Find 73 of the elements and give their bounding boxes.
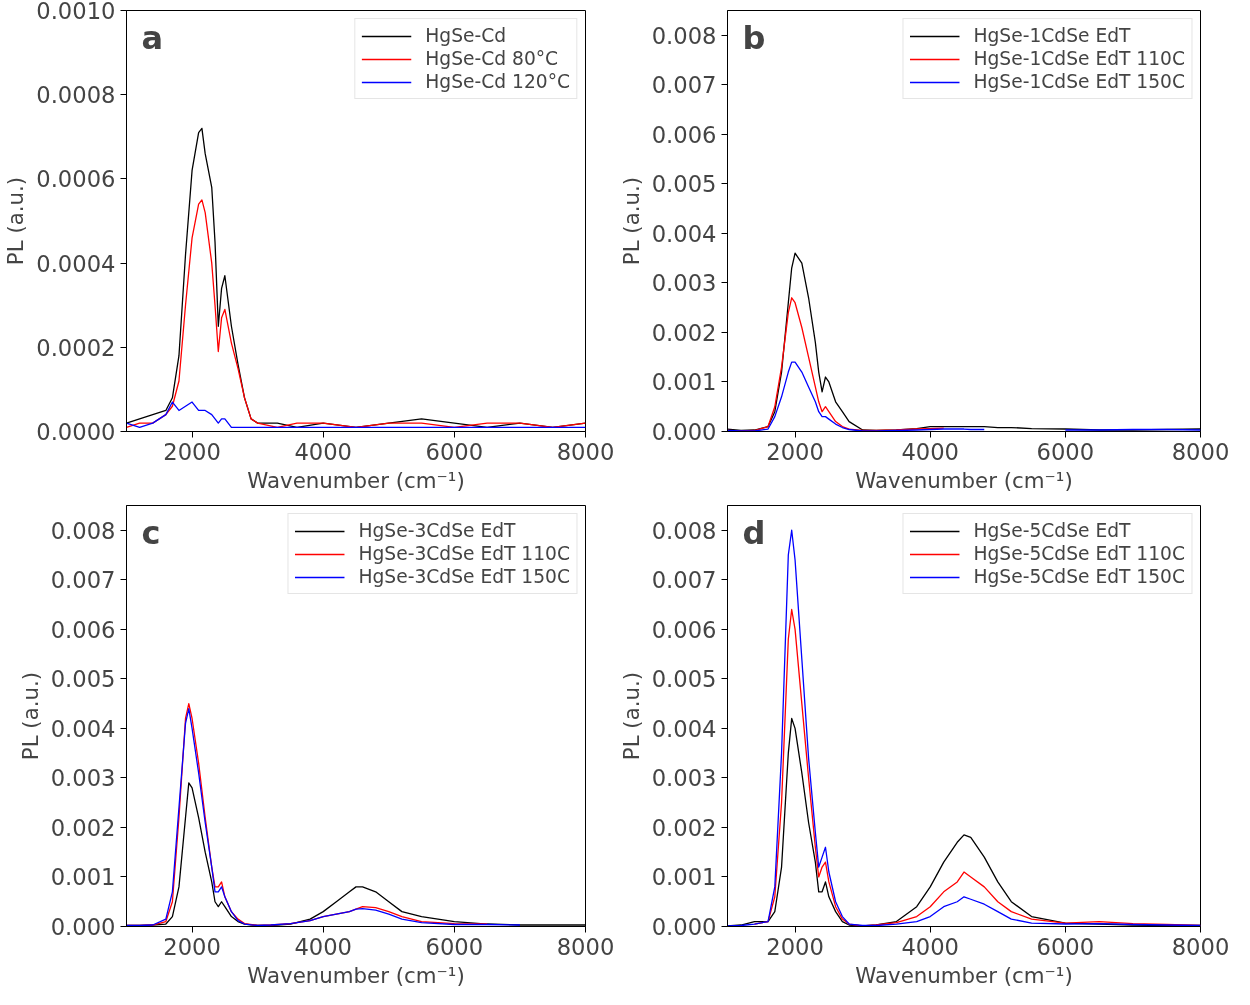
x-tick-label: 8000 [1171,933,1230,960]
legend-label: HgSe-5CdSe EdT [973,520,1131,541]
y-axis-title: PL (a.u.) [17,671,43,761]
legend-label: HgSe-3CdSe EdT 110C [358,543,570,564]
y-tick-label: 0.003 [50,765,116,792]
x-axis-title: Wavenumber (cm⁻¹) [855,467,1073,493]
x-tick-label: 4000 [294,933,353,960]
legend-label: HgSe-5CdSe EdT 110C [973,543,1185,564]
legend-label: HgSe-3CdSe EdT [358,520,516,541]
y-tick-label: 0.004 [651,220,717,247]
x-tick-label: 8000 [1171,438,1230,465]
y-tick-label: 0.006 [651,121,717,148]
x-tick-label: 6000 [1036,438,1095,465]
y-tick-label: 0.005 [651,171,717,198]
y-tick-label: 0.005 [50,666,116,693]
legend-label: HgSe-3CdSe EdT 150C [358,566,570,587]
y-tick-label: 0.0010 [36,0,116,24]
annotation: a [141,18,164,57]
y-tick-label: 0.0000 [36,419,116,445]
x-tick-label: 2000 [766,438,824,465]
x-tick-label: 6000 [1036,933,1095,960]
x-tick-label: 8000 [556,438,615,465]
y-tick-label: 0.008 [651,517,717,544]
y-axis-title: PL (a.u.) [3,176,29,266]
y-tick-label: 0.001 [651,864,717,891]
y-tick-label: 0.007 [651,72,717,99]
y-tick-label: 0.007 [651,567,717,594]
y-tick-label: 0.004 [651,715,717,742]
y-tick-label: 0.008 [50,517,116,544]
y-tick-label: 0.002 [651,814,717,841]
legend-label: HgSe-5CdSe EdT 150C [973,566,1185,587]
x-tick-label: 4000 [901,933,960,960]
x-tick-label: 6000 [425,933,484,960]
y-tick-label: 0.002 [50,814,116,841]
y-tick-label: 0.003 [651,270,717,297]
y-tick-label: 0.006 [50,616,116,643]
x-tick-label: 4000 [901,438,960,465]
y-tick-label: 0.0002 [36,334,116,361]
x-axis-title: Wavenumber (cm⁻¹) [855,962,1073,988]
x-tick-label: 2000 [766,933,824,960]
annotation: d [742,513,766,552]
legend-label: HgSe-1CdSe EdT 150C [973,71,1185,92]
annotation: b [742,18,766,57]
y-tick-label: 0.002 [651,319,717,346]
y-axis-title: PL (a.u.) [618,671,644,761]
annotation: c [141,513,161,552]
legend-label: HgSe-Cd 80°C [425,48,559,69]
x-tick-label: 6000 [425,438,484,465]
y-tick-label: 0.001 [50,864,116,891]
y-tick-label: 0.000 [651,914,717,940]
y-tick-label: 0.000 [50,914,116,940]
x-axis-title: Wavenumber (cm⁻¹) [247,962,465,988]
y-tick-label: 0.0006 [36,166,116,193]
x-tick-label: 8000 [556,933,615,960]
y-tick-label: 0.0008 [36,82,116,109]
y-axis-title: PL (a.u.) [618,176,644,266]
legend-label: HgSe-1CdSe EdT 110C [973,48,1185,69]
x-tick-label: 2000 [163,438,221,465]
y-tick-label: 0.007 [50,567,116,594]
x-tick-label: 2000 [163,933,221,960]
y-tick-label: 0.008 [651,22,717,49]
legend-label: HgSe-Cd 120°C [425,71,570,92]
y-tick-label: 0.001 [651,369,717,396]
y-tick-label: 0.000 [651,419,717,445]
y-tick-label: 0.003 [651,765,717,792]
x-axis-title: Wavenumber (cm⁻¹) [247,467,465,493]
y-tick-label: 0.004 [50,715,116,742]
y-tick-label: 0.006 [651,616,717,643]
legend-label: HgSe-1CdSe EdT [973,25,1131,46]
y-tick-label: 0.0004 [36,250,116,277]
x-tick-label: 4000 [294,438,353,465]
y-tick-label: 0.005 [651,666,717,693]
legend-label: HgSe-Cd [425,25,507,46]
